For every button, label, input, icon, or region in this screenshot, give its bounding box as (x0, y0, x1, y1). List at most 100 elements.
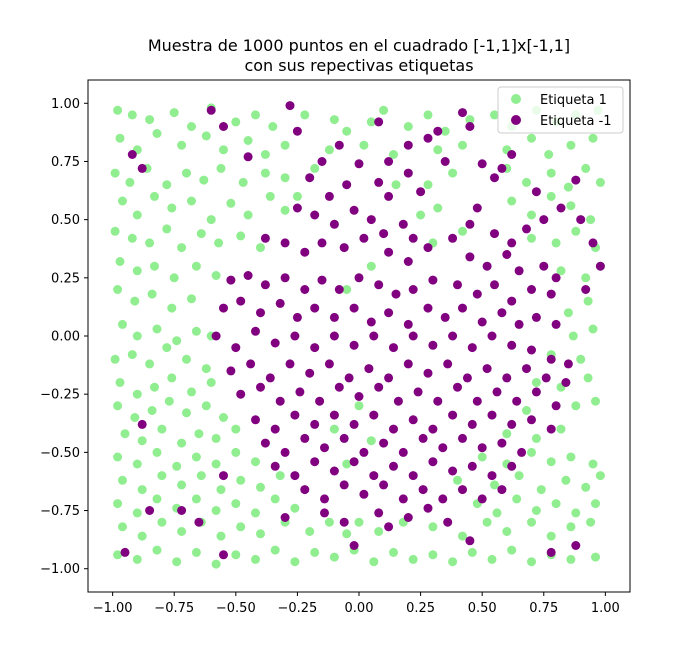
point-etiqueta-neg-1 (359, 233, 369, 243)
point-etiqueta-1 (206, 378, 216, 387)
point-etiqueta-1 (324, 145, 334, 155)
point-etiqueta-1 (566, 452, 576, 462)
point-etiqueta-neg-1 (423, 303, 433, 313)
point-etiqueta-1 (544, 150, 554, 159)
point-etiqueta-1 (145, 359, 155, 369)
point-etiqueta-1 (118, 196, 127, 206)
point-etiqueta-neg-1 (251, 415, 260, 425)
point-etiqueta-1 (211, 559, 221, 569)
point-etiqueta-1 (113, 401, 123, 411)
point-etiqueta-1 (490, 480, 499, 490)
point-etiqueta-1 (201, 364, 211, 374)
point-etiqueta-neg-1 (329, 312, 339, 322)
point-etiqueta-neg-1 (354, 392, 364, 401)
point-etiqueta-neg-1 (531, 387, 541, 397)
point-etiqueta-1 (251, 457, 260, 467)
point-etiqueta-1 (127, 350, 137, 360)
point-etiqueta-neg-1 (243, 152, 253, 162)
point-etiqueta-1 (167, 303, 177, 313)
point-etiqueta-neg-1 (359, 447, 369, 457)
point-etiqueta-1 (477, 452, 487, 462)
point-etiqueta-neg-1 (465, 536, 475, 546)
point-etiqueta-neg-1 (448, 331, 458, 341)
point-etiqueta-neg-1 (458, 303, 467, 313)
legend-marker-etiqueta-1 (511, 94, 521, 104)
point-etiqueta-neg-1 (194, 517, 204, 527)
point-etiqueta-1 (182, 408, 191, 418)
point-etiqueta-1 (147, 289, 157, 299)
point-etiqueta-1 (342, 459, 352, 469)
point-etiqueta-1 (236, 231, 246, 241)
point-etiqueta-1 (152, 447, 162, 457)
point-etiqueta-neg-1 (440, 312, 450, 322)
point-etiqueta-1 (366, 261, 376, 271)
point-etiqueta-1 (329, 115, 339, 125)
point-etiqueta-neg-1 (507, 238, 517, 248)
point-etiqueta-1 (150, 382, 159, 392)
point-etiqueta-neg-1 (502, 250, 512, 259)
point-etiqueta-1 (256, 243, 265, 253)
point-etiqueta-neg-1 (290, 331, 300, 341)
point-etiqueta-1 (433, 203, 443, 213)
point-etiqueta-1 (162, 224, 172, 234)
point-etiqueta-1 (571, 226, 581, 236)
point-etiqueta-1 (152, 545, 162, 555)
point-etiqueta-neg-1 (522, 224, 531, 234)
point-etiqueta-1 (132, 331, 142, 341)
point-etiqueta-1 (568, 331, 578, 341)
chart-title-line2: con sus repectivas etiquetas (244, 56, 473, 75)
point-etiqueta-1 (588, 133, 598, 143)
point-etiqueta-neg-1 (243, 271, 253, 280)
y-tick-label: −0.50 (40, 446, 80, 461)
point-etiqueta-neg-1 (292, 126, 302, 136)
point-etiqueta-neg-1 (270, 424, 280, 434)
point-etiqueta-1 (152, 129, 162, 138)
point-etiqueta-1 (251, 508, 260, 518)
legend-label-etiqueta-neg-1: Etiqueta -1 (540, 114, 612, 129)
point-etiqueta-1 (132, 554, 142, 564)
point-etiqueta-1 (403, 122, 413, 131)
point-etiqueta-1 (137, 531, 147, 541)
point-etiqueta-1 (177, 140, 187, 150)
point-etiqueta-neg-1 (453, 382, 462, 392)
point-etiqueta-neg-1 (389, 424, 398, 434)
point-etiqueta-1 (527, 233, 536, 243)
point-etiqueta-neg-1 (423, 503, 433, 513)
point-etiqueta-1 (191, 494, 201, 504)
point-etiqueta-1 (115, 257, 125, 266)
point-etiqueta-neg-1 (465, 252, 475, 262)
point-etiqueta-neg-1 (127, 150, 137, 159)
point-etiqueta-neg-1 (384, 522, 394, 532)
point-etiqueta-neg-1 (300, 485, 310, 495)
point-etiqueta-neg-1 (541, 373, 551, 383)
point-etiqueta-neg-1 (339, 243, 349, 253)
point-etiqueta-neg-1 (408, 415, 418, 425)
point-etiqueta-1 (566, 201, 576, 211)
point-etiqueta-1 (132, 266, 142, 276)
point-etiqueta-1 (130, 296, 140, 306)
point-etiqueta-neg-1 (236, 296, 246, 306)
point-etiqueta-1 (428, 550, 438, 560)
point-etiqueta-neg-1 (467, 419, 477, 429)
y-tick-label: 0.75 (51, 155, 80, 170)
point-etiqueta-neg-1 (571, 541, 581, 550)
point-etiqueta-neg-1 (546, 547, 556, 557)
point-etiqueta-neg-1 (211, 331, 221, 341)
point-etiqueta-1 (145, 238, 155, 248)
point-etiqueta-neg-1 (280, 513, 290, 522)
point-etiqueta-neg-1 (329, 410, 339, 420)
point-etiqueta-1 (231, 117, 241, 127)
point-etiqueta-1 (172, 461, 182, 471)
point-etiqueta-1 (342, 285, 352, 294)
point-etiqueta-neg-1 (391, 289, 401, 299)
point-etiqueta-1 (196, 471, 206, 481)
point-etiqueta-neg-1 (374, 382, 384, 392)
point-etiqueta-neg-1 (290, 410, 300, 420)
point-etiqueta-neg-1 (458, 108, 467, 118)
point-etiqueta-1 (251, 554, 260, 564)
point-etiqueta-1 (366, 436, 376, 446)
point-etiqueta-1 (167, 203, 177, 213)
point-etiqueta-1 (201, 401, 211, 411)
point-etiqueta-neg-1 (507, 150, 517, 159)
point-etiqueta-neg-1 (423, 243, 433, 253)
